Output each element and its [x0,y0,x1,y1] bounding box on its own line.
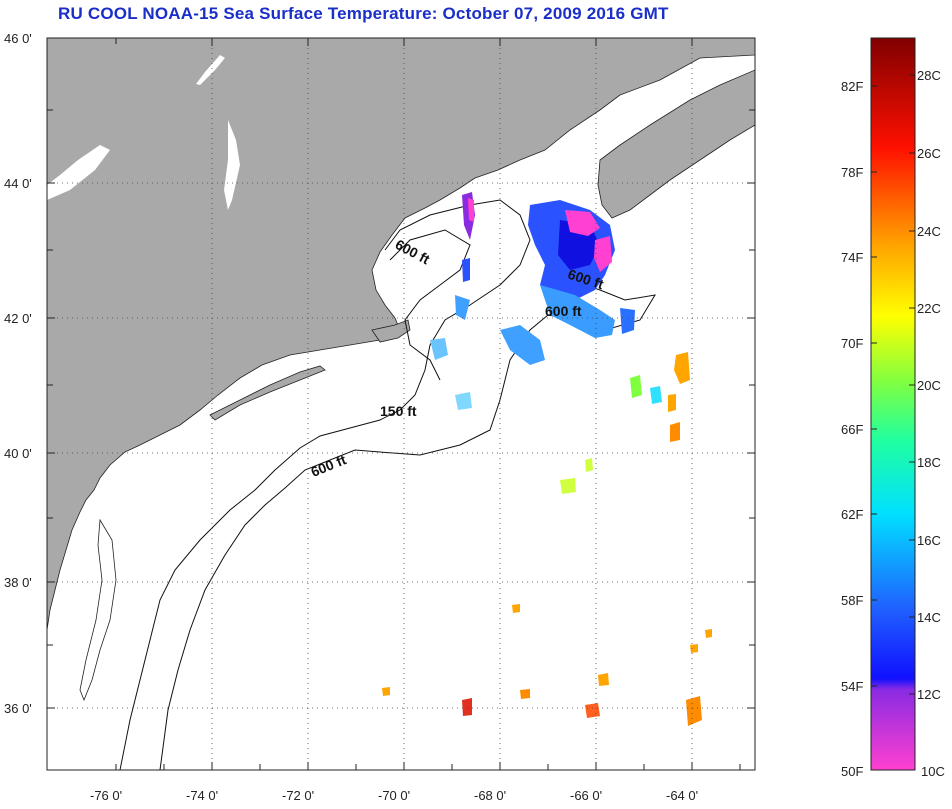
lake [47,145,110,200]
colorbar-f-label: 50F [841,764,863,779]
colorbar-c-label: 22C [917,301,941,316]
lon-tick-label: -66 0' [570,788,602,803]
contour-600ft-gulf [389,229,471,381]
colorbar-f-label: 82F [841,79,863,94]
lon-tick-label: -68 0' [474,788,506,803]
lon-tick-label: -74 0' [186,788,218,803]
colorbar-f-label: 70F [841,336,863,351]
colorbar-c-label: 26C [917,146,941,161]
lon-tick-label: -70 0' [378,788,410,803]
colorbar-c-label: 14C [917,610,941,625]
lake [196,55,225,85]
sst-data-patches [382,192,712,726]
colorbar-ticks [871,74,915,695]
colorbar-f-label: 74F [841,250,863,265]
land-cape-cod [371,319,411,343]
map-title: RU COOL NOAA-15 Sea Surface Temperature:… [58,4,669,23]
contour-label: 150 ft [380,403,417,419]
colorbar-c-label: 20C [917,378,941,393]
lat-tick-label: 46 0' [4,31,32,46]
colorbar-c-label: 10C [921,764,945,779]
colorbar-f-label: 62F [841,507,863,522]
colorbar [870,37,916,771]
contour-label: 600 ft [545,303,582,319]
land-delmarva [79,518,117,702]
colorbar-f-label: 58F [841,593,863,608]
contour-150ft [119,199,531,770]
colorbar-f-label: 78F [841,165,863,180]
lat-tick-label: 44 0' [4,176,32,191]
colorbar-f-label: 54F [841,679,863,694]
lat-tick-label: 42 0' [4,311,32,326]
lat-tick-label: 36 0' [4,701,32,716]
lon-tick-label: -72 0' [282,788,314,803]
gridlines [47,38,755,770]
colorbar-c-label: 24C [917,224,941,239]
lat-tick-label: 40 0' [4,446,32,461]
colorbar-c-label: 16C [917,533,941,548]
colorbar-c-label: 12C [917,687,941,702]
lake [224,120,240,210]
colorbar-f-label: 66F [841,422,863,437]
lon-tick-label: -64 0' [666,788,698,803]
lat-tick-label: 38 0' [4,575,32,590]
colorbar-c-label: 28C [917,68,941,83]
lon-tick-label: -76 0' [90,788,122,803]
colorbar-c-label: 18C [917,455,941,470]
land-long-island [209,365,326,421]
tick-marks [47,37,755,770]
land-nova-scotia [597,69,755,219]
map-frame [46,37,756,771]
